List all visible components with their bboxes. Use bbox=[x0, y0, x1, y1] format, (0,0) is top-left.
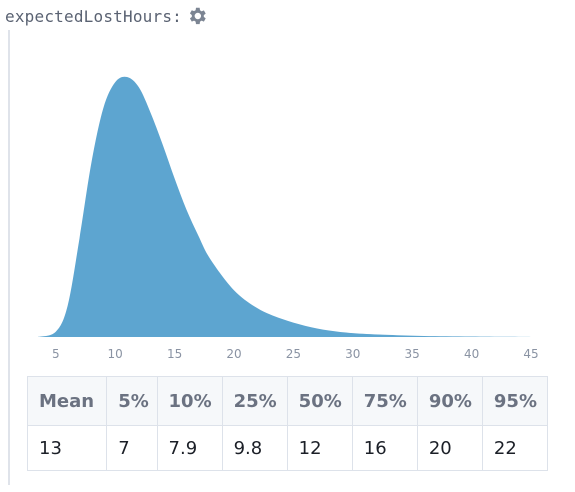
variable-header: expectedLostHours: bbox=[5, 4, 208, 28]
x-tick-label: 35 bbox=[405, 347, 420, 361]
stats-value-p75: 16 bbox=[351, 425, 418, 471]
stats-value-p25: 9.8 bbox=[221, 425, 288, 471]
stats-value-p50: 12 bbox=[286, 425, 353, 471]
x-tick-label: 15 bbox=[167, 347, 182, 361]
summary-stats-table: Mean 5% 10% 25% 50% 75% 90% 95% 13 7 7.9… bbox=[26, 376, 549, 471]
stats-header-p5: 5% bbox=[106, 376, 158, 426]
gear-icon[interactable] bbox=[186, 5, 208, 27]
stats-value-p90: 20 bbox=[416, 425, 483, 471]
stats-header-mean: Mean bbox=[26, 376, 108, 426]
x-axis: 5 10 15 20 25 30 35 40 45 bbox=[52, 347, 539, 361]
stats-header-p95: 95% bbox=[481, 376, 549, 426]
x-tick-label: 45 bbox=[523, 347, 538, 361]
x-tick-label: 25 bbox=[286, 347, 301, 361]
x-tick-label: 40 bbox=[464, 347, 479, 361]
stats-value-mean: 13 bbox=[26, 425, 108, 471]
stats-header-p50: 50% bbox=[286, 376, 353, 426]
x-tick-label: 20 bbox=[226, 347, 241, 361]
stats-header-p10: 10% bbox=[156, 376, 223, 426]
stats-value-p10: 7.9 bbox=[156, 425, 223, 471]
x-tick-label: 10 bbox=[108, 347, 123, 361]
stats-header-p25: 25% bbox=[221, 376, 288, 426]
stats-header-p75: 75% bbox=[351, 376, 418, 426]
plot-area bbox=[37, 76, 531, 338]
stats-header-row: Mean 5% 10% 25% 50% 75% 90% 95% bbox=[26, 376, 549, 426]
left-rule bbox=[8, 30, 10, 485]
distribution-area bbox=[37, 76, 531, 338]
stats-value-p5: 7 bbox=[106, 425, 158, 471]
stats-header-p90: 90% bbox=[416, 376, 483, 426]
stats-value-row: 13 7 7.9 9.8 12 16 20 22 bbox=[26, 425, 549, 471]
variable-name: expectedLostHours: bbox=[5, 6, 182, 26]
x-tick-label: 5 bbox=[52, 347, 60, 361]
x-tick-label: 30 bbox=[345, 347, 360, 361]
stats-value-p95: 22 bbox=[481, 425, 549, 471]
distribution-chart: 5 10 15 20 25 30 35 40 45 bbox=[37, 76, 539, 361]
